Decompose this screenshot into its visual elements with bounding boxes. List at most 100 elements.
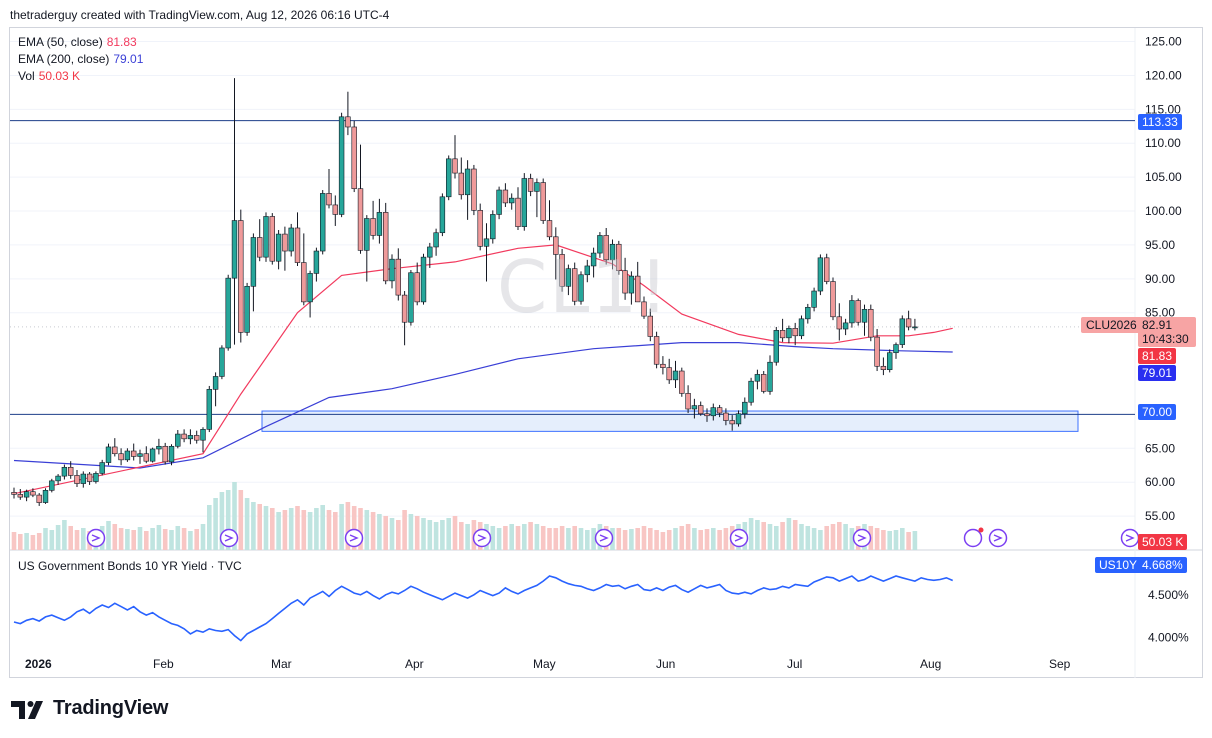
candle <box>502 183 509 207</box>
volume-bar <box>320 505 325 550</box>
candle-body <box>137 453 143 457</box>
candle-body <box>263 216 269 258</box>
volume-bar <box>43 528 48 550</box>
candle <box>61 464 68 480</box>
event-marker-icon <box>472 528 492 548</box>
volume-bar <box>106 521 111 550</box>
volume-bar <box>118 528 124 550</box>
candle-body <box>584 265 591 276</box>
volume-bar <box>893 530 899 550</box>
volume-bar <box>219 492 225 550</box>
candle <box>634 261 641 303</box>
legend-ema200-label: EMA (200, close) <box>18 52 110 66</box>
candle <box>553 227 559 280</box>
volume-bar <box>225 490 231 550</box>
candle <box>364 215 370 282</box>
candle <box>93 471 99 484</box>
candle <box>225 274 231 351</box>
candle-body <box>42 490 49 503</box>
legend-volume[interactable]: Vol 50.03 K <box>18 69 80 83</box>
bar-countdown: 10:43:30 <box>1142 332 1189 346</box>
legend-ema50[interactable]: EMA (50, close) 81.83 <box>18 35 137 49</box>
candle <box>99 459 105 476</box>
tradingview-brand: TradingView <box>53 697 169 719</box>
candle-body <box>742 401 748 415</box>
candle-body <box>748 380 754 403</box>
candle-body <box>641 301 647 317</box>
candle-body <box>269 216 275 262</box>
candle-body <box>326 193 332 206</box>
candle <box>603 227 609 265</box>
x-tick-label: Feb <box>153 657 174 671</box>
candle <box>527 173 534 197</box>
volume-bar <box>446 518 451 550</box>
volume-bar <box>112 524 118 550</box>
y-tick-label: 100.00 <box>1145 204 1182 218</box>
volume-bar <box>559 526 565 550</box>
y-tick-label: 110.00 <box>1145 136 1181 150</box>
candle <box>395 248 401 301</box>
tradingview-logo-icon <box>11 700 43 719</box>
candle <box>301 233 307 306</box>
tradingview-logo[interactable]: TradingView <box>11 697 168 720</box>
y-tick-label: 105.00 <box>1145 170 1182 184</box>
candle-body <box>842 322 849 330</box>
candle <box>565 264 572 296</box>
volume-bar <box>377 514 382 550</box>
candle-body <box>427 246 433 258</box>
candle-body <box>194 435 200 441</box>
candle <box>80 471 87 488</box>
candle-body <box>206 389 212 430</box>
volume-bar <box>307 512 313 550</box>
volume-bar <box>515 526 521 550</box>
legend-ema200[interactable]: EMA (200, close) 79.01 <box>18 52 143 66</box>
candle <box>401 291 408 346</box>
volume-bar <box>566 528 571 550</box>
volume-bar <box>692 528 697 550</box>
candle <box>760 371 767 394</box>
candle-body <box>250 237 257 287</box>
candle <box>905 310 912 331</box>
candle <box>849 295 855 328</box>
candle <box>42 488 49 504</box>
y-tick-label: 65.00 <box>1145 441 1175 455</box>
candle <box>823 253 830 285</box>
volume-bar <box>288 508 294 550</box>
candle <box>49 478 55 493</box>
candle <box>716 404 723 418</box>
volume-bar <box>805 526 811 550</box>
volume-bar <box>698 530 703 550</box>
candle-body <box>36 494 42 503</box>
candle <box>382 202 389 285</box>
candle-body <box>597 235 603 254</box>
candle <box>912 318 918 331</box>
volume-bar <box>364 510 370 550</box>
candle-body <box>836 316 843 330</box>
volume-bar <box>301 510 307 550</box>
candle-body <box>508 197 515 204</box>
candle <box>74 470 80 487</box>
candle-body <box>351 126 357 189</box>
event-marker-icon <box>594 528 614 548</box>
candle <box>779 318 786 342</box>
candle-body <box>697 405 704 415</box>
candle-body <box>458 172 464 196</box>
y-tick-label: 85.00 <box>1145 306 1175 320</box>
candle-body <box>345 116 351 128</box>
ema50-tag: 81.83 <box>1138 348 1177 364</box>
event-arrow-icon <box>477 534 487 542</box>
candle-body <box>55 475 61 482</box>
candle-body <box>811 290 817 308</box>
volume-bar <box>150 528 155 550</box>
volume-bar <box>641 526 647 550</box>
candle-body <box>880 365 887 370</box>
volume-bar <box>673 528 678 550</box>
candle <box>370 200 376 240</box>
candle-body <box>805 307 811 320</box>
candle <box>68 461 74 479</box>
volume-bar <box>11 532 17 550</box>
candle <box>326 169 332 209</box>
candle-body <box>275 233 282 262</box>
candle <box>628 271 635 305</box>
